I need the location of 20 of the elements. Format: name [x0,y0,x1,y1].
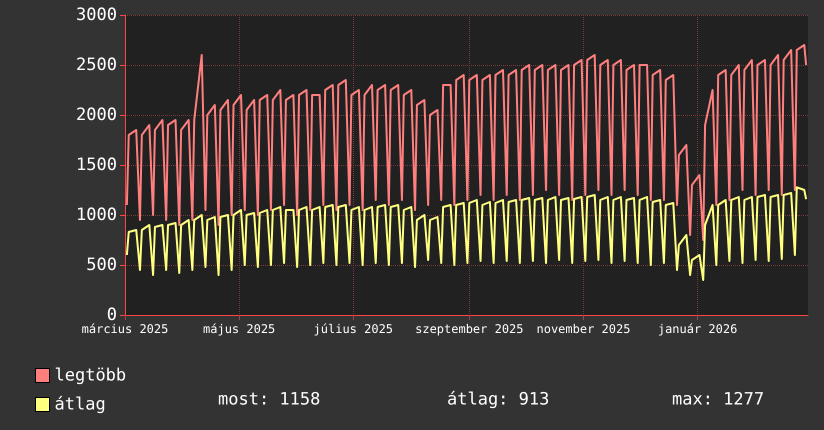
y-tick-label: 1000 [76,205,117,225]
x-tick-label: március 2025 [82,322,168,336]
text: max: 1277 [672,390,764,410]
y-tick-label: 500 [86,255,117,275]
legend-label: átlag [54,394,106,414]
y-tick-label: 1500 [76,155,117,175]
y-tick-label: 0 [106,305,117,325]
x-tick-label: november 2025 [536,322,630,336]
line-series [126,186,808,281]
x-tick-label: január 2026 [658,322,738,336]
y-tick-label: 2500 [76,55,117,75]
line-series [126,44,808,241]
y-tick-label: 2000 [76,105,117,125]
y-tick-label: 3000 [76,5,117,25]
legend-label: legtöbb [54,366,126,386]
x-tick-label: július 2025 [314,322,394,336]
x-tick-label: szeptember 2025 [415,322,524,336]
text: most: 1158 [218,390,320,410]
text: átlag: 913 [447,390,550,410]
x-tick-label: május 2025 [203,322,276,336]
